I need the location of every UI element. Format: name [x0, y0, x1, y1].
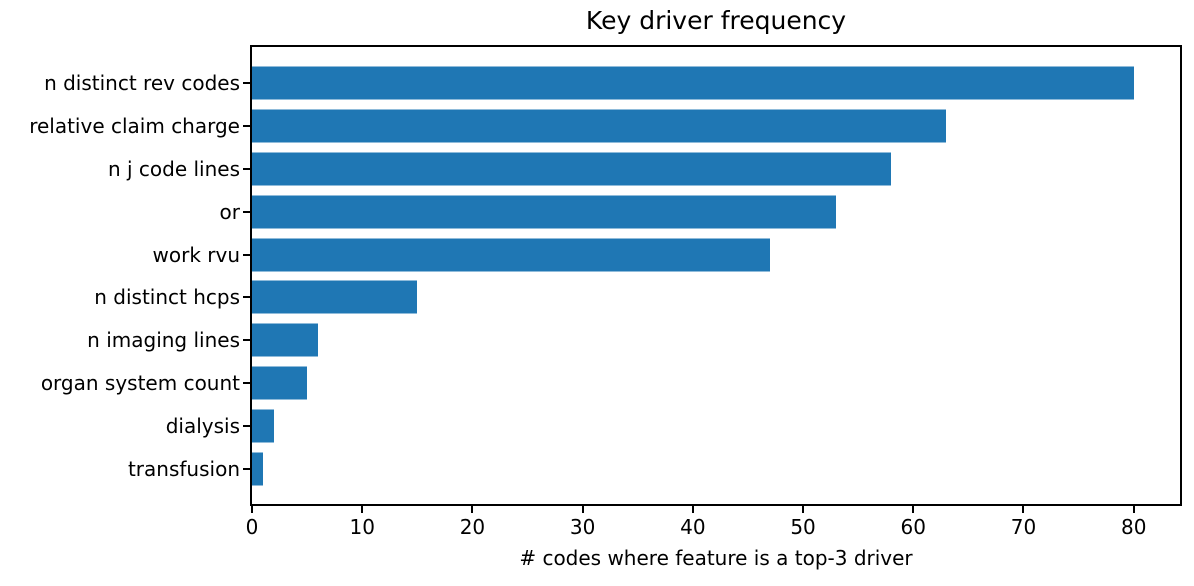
- x-tick-label: 30: [569, 515, 596, 539]
- x-tick-label: 0: [245, 515, 259, 539]
- x-tick-mark: [691, 506, 694, 513]
- x-tick-label: 40: [680, 515, 706, 539]
- y-tick-mark: [243, 253, 250, 256]
- y-tick-label: or: [219, 199, 240, 224]
- y-tick-label: transfusion: [127, 456, 240, 481]
- bar: [252, 109, 947, 143]
- bar-row: or: [220, 190, 1180, 233]
- y-tick-label: n imaging lines: [87, 328, 240, 353]
- x-tick-mark: [1022, 506, 1025, 513]
- bar-row: n distinct rev codes: [44, 62, 1180, 105]
- y-tick-label: n distinct rev codes: [44, 71, 240, 96]
- bar: [252, 152, 892, 186]
- x-tick-mark: [1132, 506, 1135, 513]
- x-tick-label: 70: [1010, 515, 1037, 539]
- y-tick-label: n distinct hcps: [94, 285, 240, 310]
- y-tick-label: dialysis: [165, 413, 240, 438]
- y-tick-label: n j code lines: [107, 156, 240, 181]
- bar: [252, 238, 770, 272]
- plot-area: n distinct rev codes relative claim charg…: [29, 45, 1182, 506]
- bar: [252, 366, 308, 400]
- bar: [252, 280, 418, 314]
- y-tick-mark: [243, 167, 250, 170]
- bar-row: n distinct hcps: [94, 276, 1180, 319]
- bar-row: n imaging lines: [87, 319, 1180, 362]
- x-tick-mark: [912, 506, 915, 513]
- x-tick-mark: [802, 506, 805, 513]
- y-tick-label: work rvu: [152, 242, 241, 267]
- x-tick-label: 80: [1120, 515, 1147, 539]
- y-tick-mark: [243, 467, 250, 470]
- y-tick-mark: [243, 82, 250, 85]
- chart-title: Key driver frequency: [585, 6, 847, 35]
- x-tick-mark: [471, 506, 474, 513]
- bar-row: transfusion: [128, 447, 1180, 490]
- bar-row: relative claim charge: [29, 105, 1180, 148]
- x-axis-label: # codes where feature is a top-3 driver: [519, 546, 913, 570]
- bar: [252, 66, 1134, 100]
- bar: [252, 409, 275, 443]
- bar: [252, 452, 264, 486]
- x-tick-label: 10: [349, 515, 375, 539]
- y-tick-mark: [243, 339, 250, 342]
- x-tick-mark: [361, 506, 364, 513]
- y-tick-label: organ system count: [40, 370, 240, 395]
- x-tick-label: 50: [790, 515, 816, 539]
- x-tick-mark: [251, 506, 253, 513]
- bar: [252, 195, 837, 229]
- bar-row: n j code lines: [108, 148, 1180, 191]
- y-tick-mark: [243, 125, 250, 128]
- bar: [252, 323, 319, 357]
- bar-row: organ system count: [41, 362, 1180, 405]
- x-axis-tick-labels: 0 10 20 30 40 50 60 70 80: [246, 515, 1180, 541]
- x-axis-ticks: [251, 506, 1180, 513]
- x-tick-label: 20: [459, 515, 486, 539]
- bar-row: work rvu: [153, 233, 1180, 276]
- plot-rows: n distinct rev codes relative claim charg…: [29, 47, 1180, 504]
- bar-row: dialysis: [166, 404, 1180, 447]
- y-tick-label: relative claim charge: [29, 114, 240, 139]
- x-tick-label: 60: [900, 515, 927, 539]
- y-tick-mark: [243, 296, 250, 299]
- x-tick-mark: [581, 506, 584, 513]
- y-tick-mark: [243, 424, 250, 427]
- y-tick-mark: [243, 210, 250, 213]
- y-tick-mark: [243, 381, 250, 384]
